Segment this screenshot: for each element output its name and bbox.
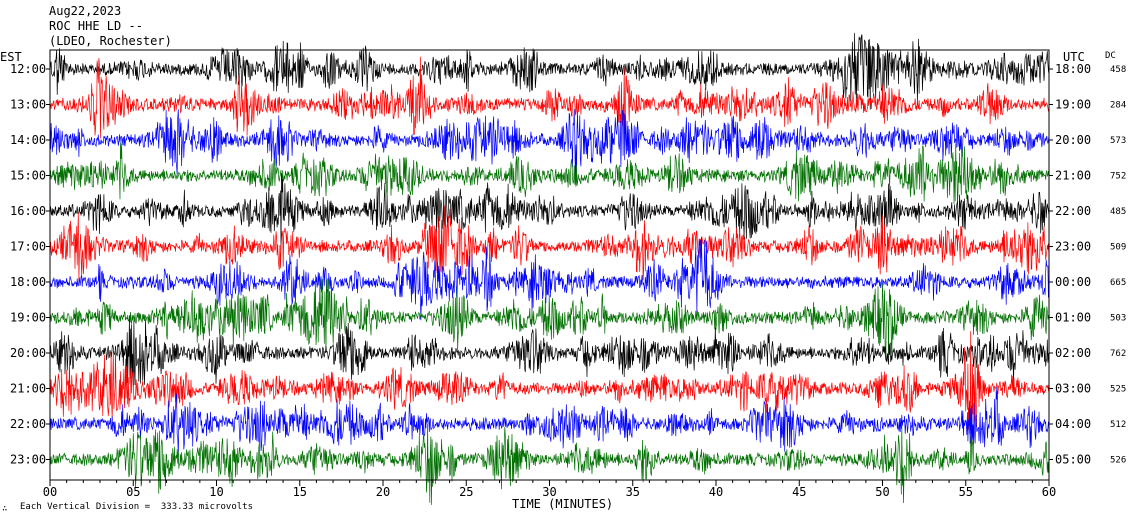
station-code: ROC HHE LD -- <box>49 19 143 33</box>
utc-hour-label: 23:00 <box>1055 240 1091 254</box>
dc-value: 525 <box>1110 385 1126 395</box>
utc-hour-label: 05:00 <box>1055 453 1091 467</box>
dc-value: 573 <box>1110 136 1126 146</box>
x-tick-label: 15 <box>293 485 307 499</box>
est-hour-label: 17:00 <box>10 240 46 254</box>
dc-value: 665 <box>1110 278 1126 288</box>
trace-line-1500 <box>49 142 1050 204</box>
utc-hour-label: 20:00 <box>1055 133 1091 147</box>
est-hour-label: 14:00 <box>10 133 46 147</box>
trace-line-2100 <box>49 331 1050 447</box>
dc-value: 762 <box>1110 349 1126 359</box>
x-tick-label: 30 <box>542 485 556 499</box>
trace-line-2300 <box>49 423 1050 505</box>
station-network: (LDEO, Rochester) <box>49 34 172 48</box>
x-tick-label: 25 <box>459 485 473 499</box>
est-hour-label: 22:00 <box>10 417 46 431</box>
dc-value: 752 <box>1110 172 1126 182</box>
chart-date: Aug22,2023 <box>49 4 122 18</box>
dc-value: 512 <box>1110 420 1126 430</box>
est-hour-label: 16:00 <box>10 204 46 218</box>
trace-line-1800 <box>49 237 1050 321</box>
x-tick-label: 45 <box>792 485 806 499</box>
x-tick-label: 55 <box>959 485 973 499</box>
est-hour-label: 19:00 <box>10 311 46 325</box>
trace-line-2000 <box>49 315 1050 386</box>
dc-value: 458 <box>1110 65 1126 75</box>
dc-value: 284 <box>1110 101 1126 111</box>
dc-value: 503 <box>1110 314 1126 324</box>
utc-hour-label: 03:00 <box>1055 382 1091 396</box>
dc-value: 526 <box>1110 456 1126 466</box>
est-hour-label: 20:00 <box>10 346 46 360</box>
trace-line-1300 <box>49 56 1050 139</box>
x-tick-label: 10 <box>209 485 223 499</box>
est-hour-label: 15:00 <box>10 169 46 183</box>
x-tick-label: 35 <box>626 485 640 499</box>
utc-hour-label: 18:00 <box>1055 62 1091 76</box>
x-tick-label: 05 <box>126 485 140 499</box>
est-zone-label: EST <box>0 50 22 64</box>
trace-line-1900 <box>49 274 1050 361</box>
est-hour-label: 12:00 <box>10 62 46 76</box>
x-tick-label: 60 <box>1042 485 1056 499</box>
utc-hour-label: 01:00 <box>1055 311 1091 325</box>
dc-value: 485 <box>1110 207 1126 217</box>
utc-hour-label: 00:00 <box>1055 275 1091 289</box>
trace-line-2200 <box>49 386 1049 456</box>
axis-labels: 12:00 18:00 458 13:00 19:00 284 14:00 20:00 573 1… <box>10 62 1126 499</box>
seismic-traces <box>49 32 1050 505</box>
x-tick-label: 40 <box>709 485 723 499</box>
x-tick-label: 00 <box>43 485 57 499</box>
dc-value: 509 <box>1110 243 1126 253</box>
utc-hour-label: 04:00 <box>1055 417 1091 431</box>
trace-line-1700 <box>49 205 1050 281</box>
x-tick-label: 20 <box>376 485 390 499</box>
x-tick-label: 50 <box>875 485 889 499</box>
utc-hour-label: 19:00 <box>1055 98 1091 112</box>
est-hour-label: 13:00 <box>10 98 46 112</box>
dc-label: DC <box>1105 51 1116 61</box>
utc-hour-label: 22:00 <box>1055 204 1091 218</box>
trace-line-1400 <box>49 109 1050 184</box>
utc-hour-label: 21:00 <box>1055 169 1091 183</box>
est-hour-label: 23:00 <box>10 453 46 467</box>
est-hour-label: 21:00 <box>10 382 46 396</box>
est-hour-label: 18:00 <box>10 275 46 289</box>
tick-marks <box>46 68 1053 486</box>
utc-zone-label: UTC <box>1063 50 1085 64</box>
vertical-scale-note: Each Vertical Division = 333.33 microvol… <box>20 502 253 512</box>
corner-mark: ∴ <box>2 504 7 514</box>
utc-hour-label: 02:00 <box>1055 346 1091 360</box>
x-axis-title: TIME (MINUTES) <box>512 497 613 511</box>
